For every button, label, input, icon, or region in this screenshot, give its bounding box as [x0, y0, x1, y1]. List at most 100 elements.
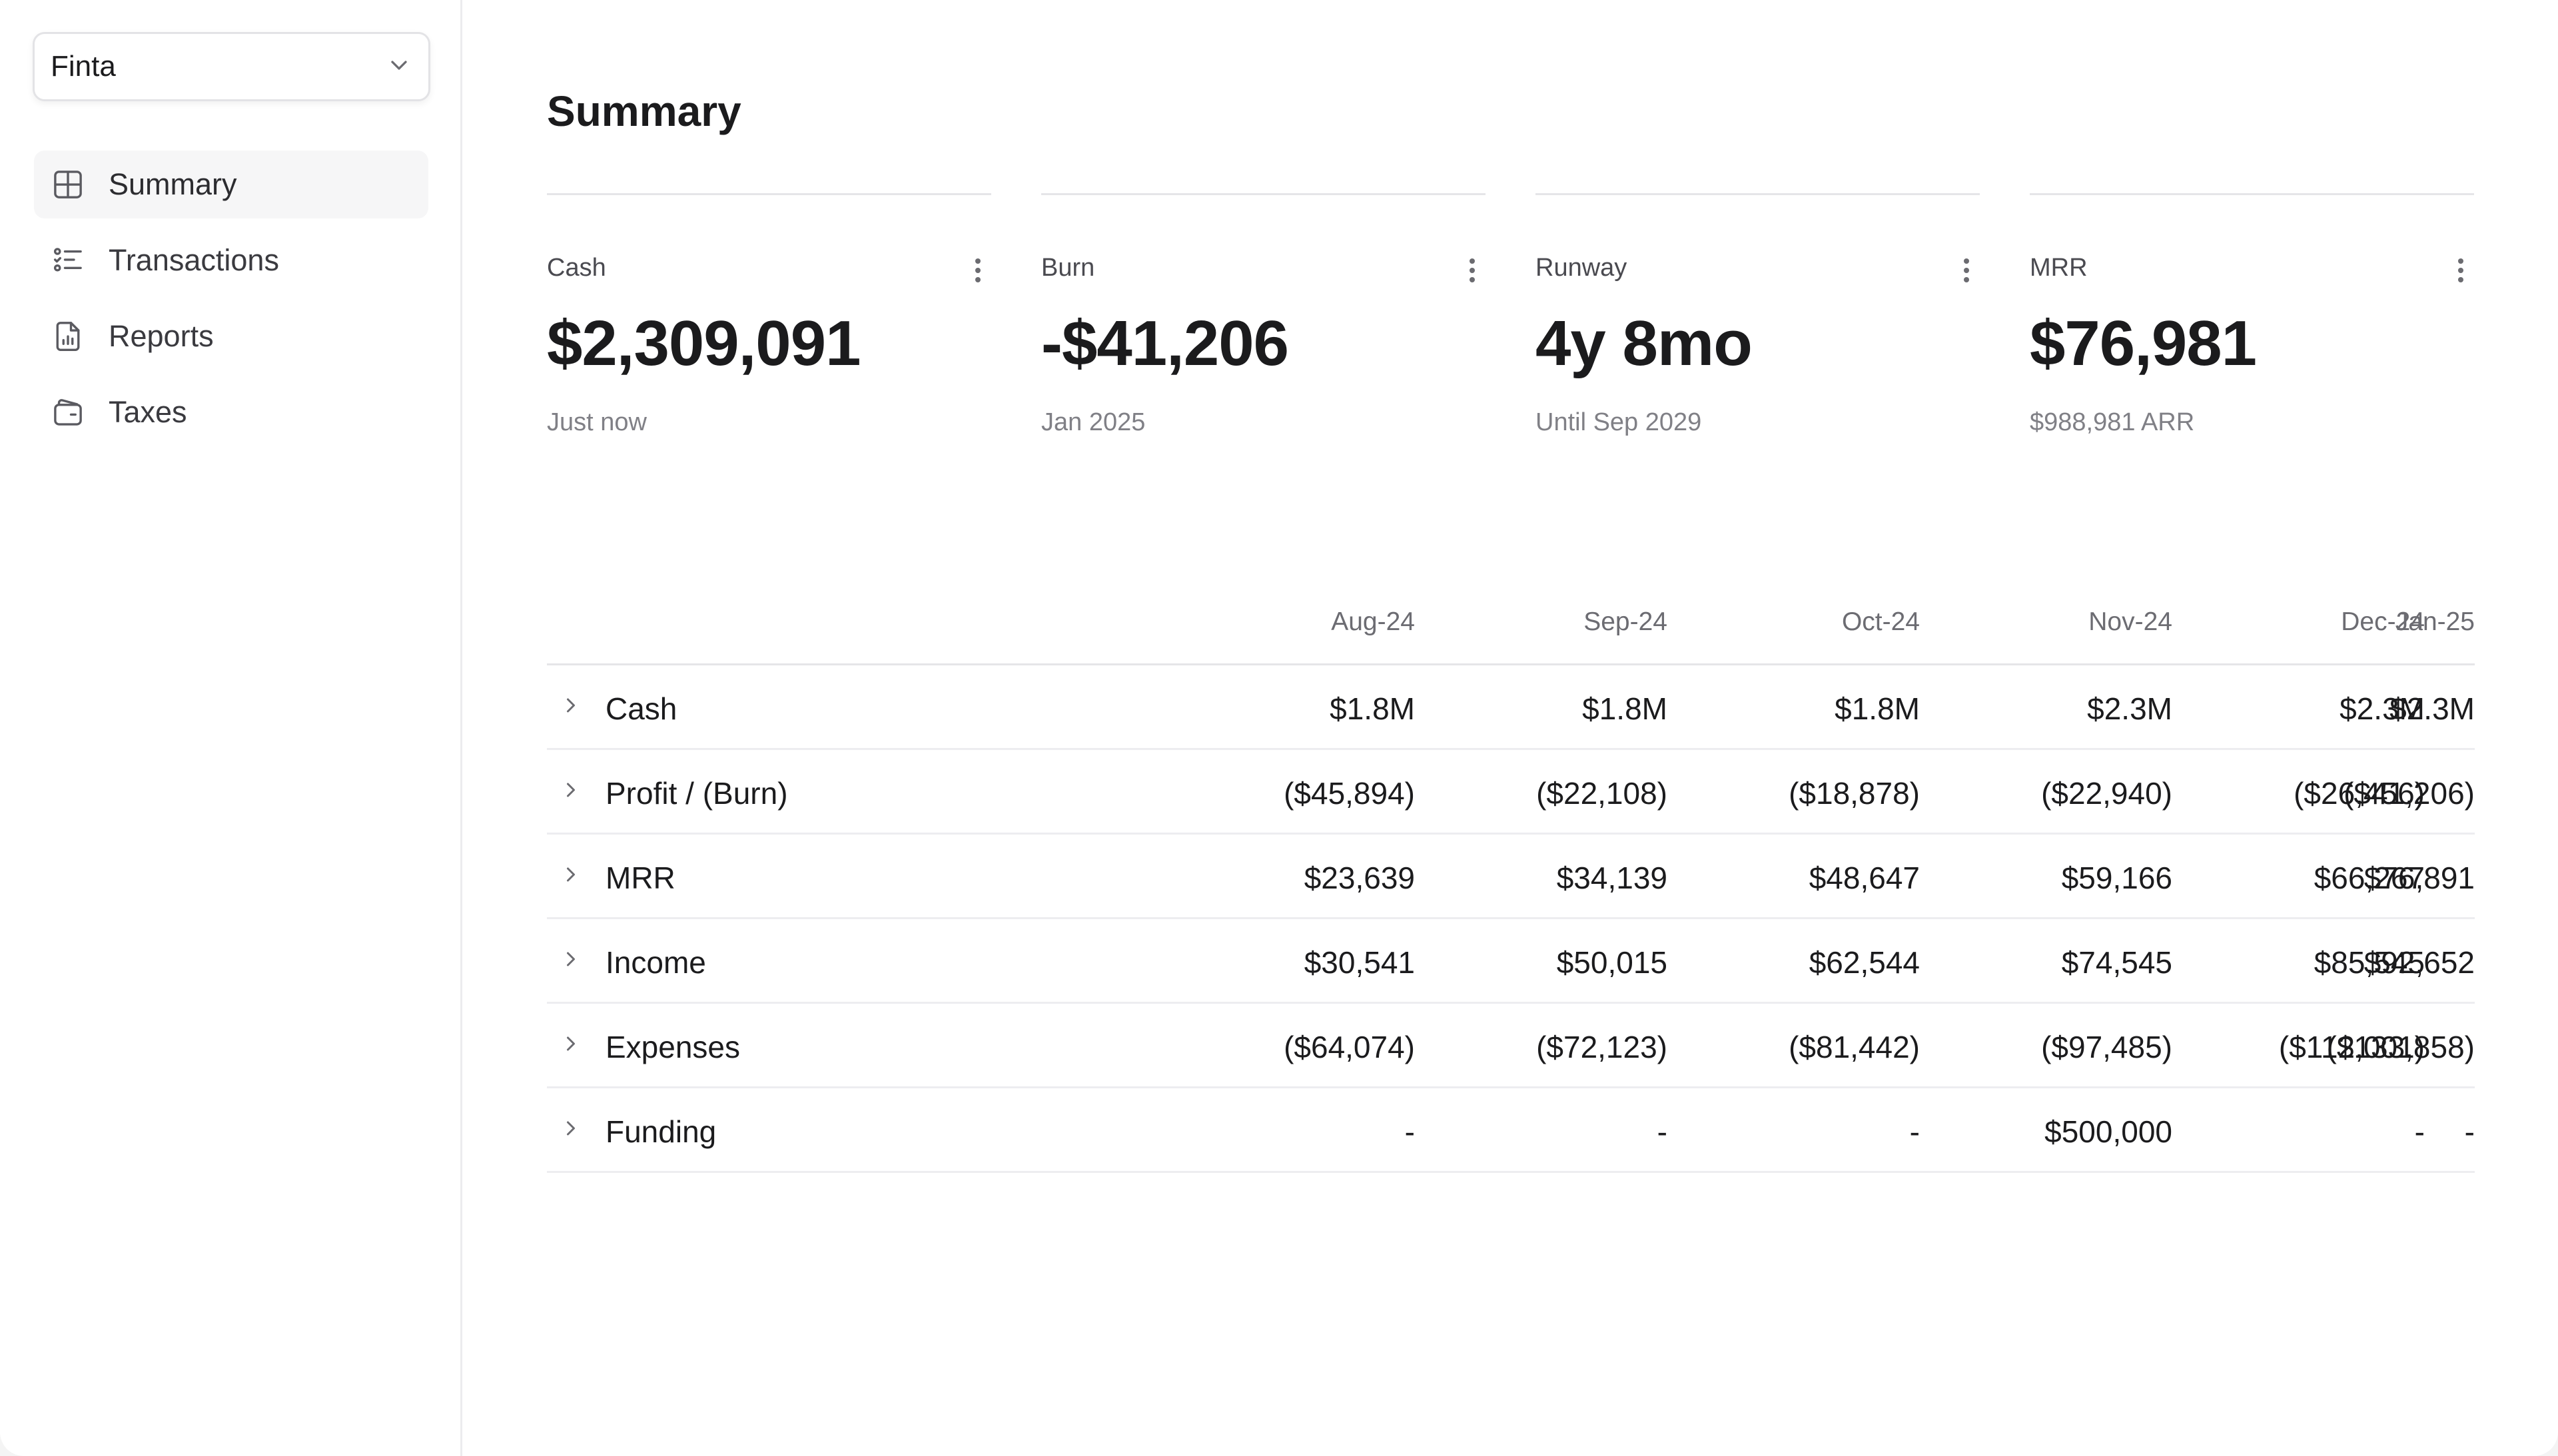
sidebar: Finta Summary Transactions	[0, 0, 462, 1456]
metric-card-mrr: MRR $76,981 $988,981 ARR	[2030, 193, 2474, 436]
table-cell: $34,139	[1556, 861, 1667, 895]
metric-label: MRR	[2030, 254, 2088, 282]
metric-card-cash: Cash $2,309,091 Just now	[547, 193, 991, 436]
sidebar-item-label: Transactions	[109, 243, 279, 277]
chevron-right-icon[interactable]	[559, 947, 583, 971]
table-cell: ($97,485)	[2041, 1030, 2172, 1064]
chevron-right-icon[interactable]	[559, 778, 583, 802]
chevron-right-icon[interactable]	[559, 1116, 583, 1140]
metric-label: Runway	[1535, 254, 1627, 282]
row-label: MRR	[606, 861, 675, 895]
metric-value: $2,309,091	[547, 308, 861, 379]
list-icon	[50, 242, 86, 278]
column-header: Aug-24	[1331, 607, 1415, 636]
chevron-right-icon[interactable]	[559, 1032, 583, 1056]
column-header: Sep-24	[1583, 607, 1667, 636]
sidebar-item-transactions[interactable]: Transactions	[34, 226, 428, 294]
more-vertical-icon[interactable]	[1953, 254, 1980, 287]
table-row[interactable]: Expenses ($64,074) ($72,123) ($81,442) (…	[547, 1004, 2475, 1088]
table-cell: ($22,108)	[1536, 776, 1667, 811]
table-cell: $500,000	[2044, 1114, 2172, 1149]
table-cell: $74,545	[2061, 945, 2172, 980]
column-header: Oct-24	[1841, 607, 1920, 636]
table-row[interactable]: MRR $23,639 $34,139 $48,647 $59,166 $66,…	[547, 835, 2475, 919]
table-cell: ($64,074)	[1284, 1030, 1415, 1064]
table-cell: $62,544	[1809, 945, 1920, 980]
table-cell: -	[2464, 1114, 2475, 1149]
metric-value: 4y 8mo	[1535, 308, 1753, 379]
sidebar-item-taxes[interactable]: Taxes	[34, 378, 428, 446]
table-cell: $1.8M	[1330, 691, 1415, 726]
table-cell: ($41,206)	[2344, 776, 2475, 811]
metric-subtext: Just now	[547, 408, 647, 436]
metric-value: -$41,206	[1041, 308, 1289, 379]
table-cell: -	[1909, 1114, 1920, 1149]
sidebar-item-label: Taxes	[109, 395, 187, 429]
table-row[interactable]: Profit / (Burn) ($45,894) ($22,108) ($18…	[547, 750, 2475, 835]
table-cell: -	[1657, 1114, 1667, 1149]
metric-card-burn: Burn -$41,206 Jan 2025	[1041, 193, 1486, 436]
table-cell: $59,166	[2061, 861, 2172, 895]
sidebar-item-reports[interactable]: Reports	[34, 302, 428, 370]
table-cell: ($22,940)	[2041, 776, 2172, 811]
metric-label: Cash	[547, 254, 606, 282]
sidebar-item-label: Reports	[109, 319, 214, 353]
column-header: Jan-25	[2395, 607, 2475, 636]
row-label: Income	[606, 945, 706, 980]
table-cell: $85,545	[2314, 945, 2425, 980]
row-label: Funding	[606, 1114, 717, 1149]
table-cell: $76,891	[2363, 861, 2475, 895]
sidebar-item-summary[interactable]: Summary	[34, 151, 428, 218]
table-cell: $1.8M	[1835, 691, 1920, 726]
table-cell: -	[1404, 1114, 1415, 1149]
table-cell: -	[2414, 1114, 2425, 1149]
grid-icon	[50, 167, 86, 202]
table-cell: $48,647	[1809, 861, 1920, 895]
table-row[interactable]: Cash $1.8M $1.8M $1.8M $2.3M $2.3M $2.3M	[547, 665, 2475, 750]
table-cell: $23,639	[1304, 861, 1415, 895]
table-cell: ($72,123)	[1536, 1030, 1667, 1064]
table-cell: $2.3M	[2087, 691, 2172, 726]
table-cell: $2.3M	[2389, 691, 2475, 726]
column-header: Nov-24	[2088, 607, 2172, 636]
table-cell: ($81,442)	[1789, 1030, 1920, 1064]
summary-table: Aug-24 Sep-24 Oct-24 Nov-24 Dec-24 Jan-2…	[547, 586, 2475, 1173]
page-title: Summary	[547, 87, 741, 135]
table-cell: $1.8M	[1582, 691, 1667, 726]
report-file-icon	[50, 318, 86, 354]
metric-label: Burn	[1041, 254, 1095, 282]
metric-card-runway: Runway 4y 8mo Until Sep 2029	[1535, 193, 1980, 436]
wallet-icon	[50, 394, 86, 430]
chevron-right-icon[interactable]	[559, 693, 583, 717]
sidebar-nav: Summary Transactions Reports Taxes	[34, 151, 428, 454]
table-cell: $66,267	[2314, 861, 2425, 895]
table-row[interactable]: Income $30,541 $50,015 $62,544 $74,545 $…	[547, 919, 2475, 1004]
table-cell: $2.3M	[2340, 691, 2425, 726]
row-label: Cash	[606, 691, 677, 726]
metric-value: $76,981	[2030, 308, 2257, 379]
more-vertical-icon[interactable]	[1459, 254, 1486, 287]
table-cell: $92,652	[2363, 945, 2475, 980]
more-vertical-icon[interactable]	[2447, 254, 2474, 287]
table-cell: $50,015	[1556, 945, 1667, 980]
metric-subtext: $988,981 ARR	[2030, 408, 2195, 436]
more-vertical-icon[interactable]	[965, 254, 991, 287]
row-label: Expenses	[606, 1030, 741, 1064]
row-label: Profit / (Burn)	[606, 776, 788, 811]
column-header: Dec-24	[2341, 607, 2425, 636]
table-cell: ($133,858)	[2326, 1030, 2475, 1064]
table-cell: $30,541	[1304, 945, 1415, 980]
main-content: Summary Cash $2,309,091 Just now Burn -$…	[462, 0, 2558, 1456]
workspace-switcher[interactable]: Finta	[33, 32, 430, 101]
sidebar-item-label: Summary	[109, 167, 237, 201]
table-cell: ($45,894)	[1284, 776, 1415, 811]
chevron-down-icon	[386, 52, 412, 82]
metric-subtext: Jan 2025	[1041, 408, 1146, 436]
table-cell: ($26,456)	[2294, 776, 2425, 811]
workspace-name: Finta	[51, 50, 116, 83]
table-cell: ($18,878)	[1789, 776, 1920, 811]
table-row[interactable]: Funding - - - $500,000 - -	[547, 1088, 2475, 1173]
chevron-right-icon[interactable]	[559, 863, 583, 887]
table-body: Cash $1.8M $1.8M $1.8M $2.3M $2.3M $2.3M…	[547, 665, 2475, 1173]
